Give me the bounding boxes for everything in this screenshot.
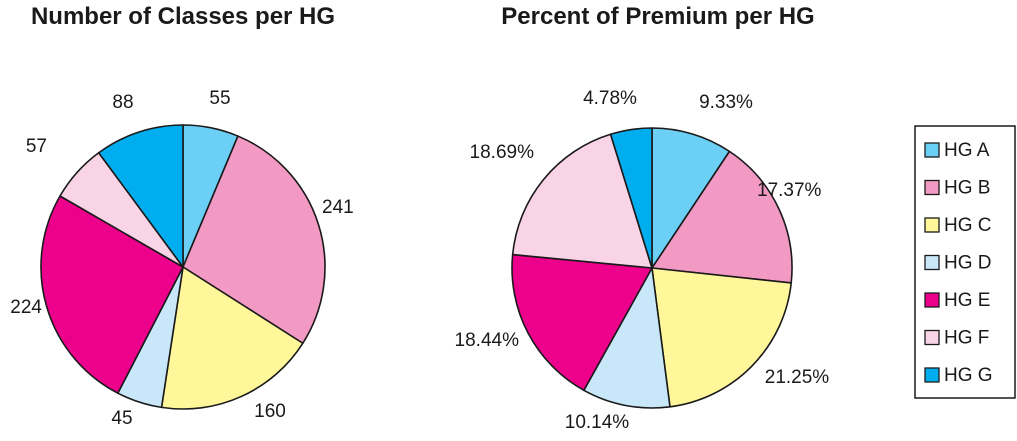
legend-swatch-hg-f <box>924 329 940 346</box>
data-label-hg-e: 18.44% <box>455 330 520 351</box>
data-label-hg-g: 4.78% <box>583 88 637 109</box>
pie-slice-hg-d <box>583 267 671 409</box>
legend-swatch-hg-a <box>924 142 940 158</box>
legend-swatch-hg-c <box>924 217 940 233</box>
legend: HG A HG B HG C HG D HG E HG F HG G <box>914 125 1016 399</box>
pie-slice-hg-e <box>511 253 653 392</box>
legend-swatch-hg-e <box>924 292 940 308</box>
pie-slice-hg-f <box>511 133 653 269</box>
pie-classes-per-hg: 55 241 160 45 224 57 88 <box>10 88 353 429</box>
data-label-hg-b: 17.37% <box>757 180 822 201</box>
data-label-hg-d: 45 <box>111 408 132 429</box>
data-label-hg-d: 10.14% <box>565 412 630 433</box>
data-label-hg-c: 21.25% <box>765 367 830 388</box>
legend-label-hg-f: HG F <box>944 328 989 349</box>
pie-slice-hg-g <box>609 127 653 269</box>
pie-slice-hg-b <box>651 150 793 284</box>
pie-slice-hg-e <box>40 195 184 394</box>
pie-slice-hg-c <box>160 266 304 410</box>
pie-premium-per-hg: 9.33% 17.37% 21.25% 10.14% 18.44% 18.69% 4.78% <box>455 88 830 433</box>
pie-slice-hg-g <box>97 124 184 268</box>
data-label-hg-b: 241 <box>322 197 354 218</box>
legend-swatch-hg-b <box>924 179 940 196</box>
legend-label-hg-a: HG A <box>944 140 990 161</box>
chart-title-classes: Number of Classes per HG <box>31 3 335 30</box>
legend-label-hg-e: HG E <box>944 290 990 311</box>
data-label-hg-g: 88 <box>112 92 133 113</box>
pie-slice-hg-a <box>651 127 731 269</box>
pie-slice-hg-c <box>651 267 792 408</box>
legend-label-hg-c: HG C <box>944 215 992 236</box>
legend-swatch-hg-g <box>924 367 940 383</box>
pie-slice-hg-b <box>182 135 326 345</box>
data-label-hg-e: 224 <box>10 297 42 318</box>
legend-label-hg-d: HG D <box>944 253 992 274</box>
legend-label-hg-b: HG B <box>944 178 990 199</box>
data-label-hg-c: 160 <box>254 401 286 422</box>
data-label-hg-f: 18.69% <box>470 142 535 163</box>
chart-title-premium: Percent of Premium per HG <box>501 3 814 30</box>
data-label-hg-f: 57 <box>26 136 47 157</box>
data-label-hg-a: 55 <box>209 88 230 109</box>
legend-label-hg-g: HG G <box>944 365 993 386</box>
data-label-hg-a: 9.33% <box>699 92 753 113</box>
legend-swatch-hg-d <box>924 254 940 271</box>
